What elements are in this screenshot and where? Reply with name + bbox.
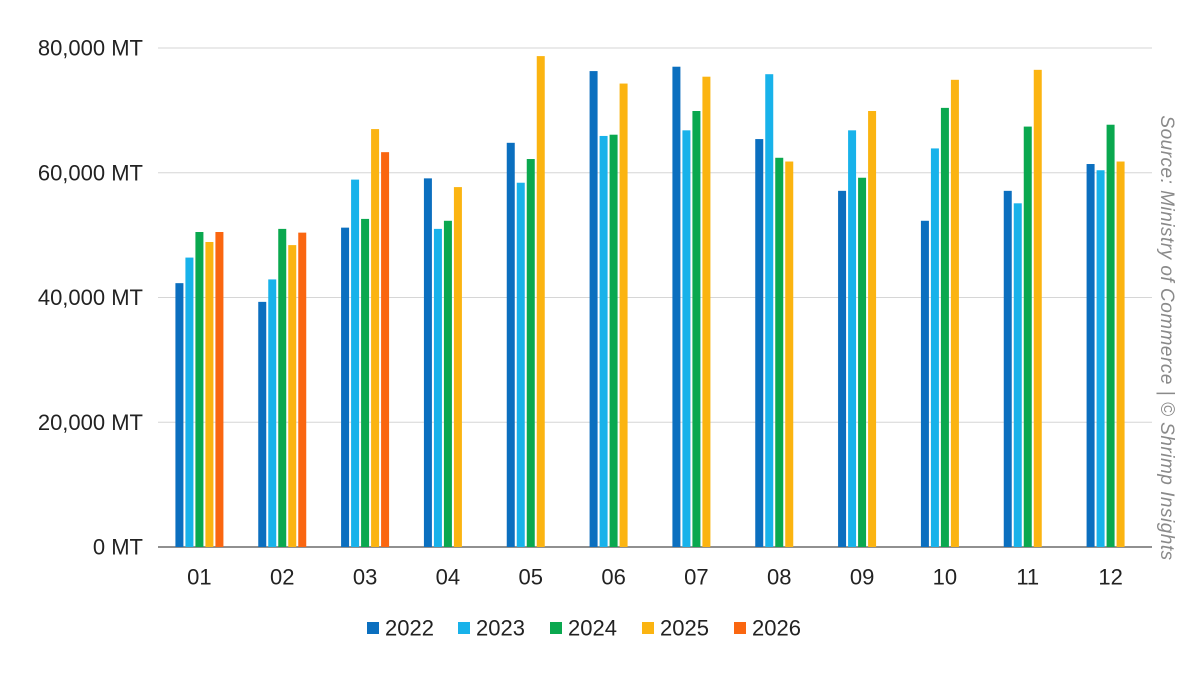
bar — [195, 232, 204, 547]
bar — [175, 283, 184, 547]
bar — [536, 56, 545, 547]
bar — [868, 110, 877, 547]
bar — [950, 79, 959, 547]
legend-label: 2022 — [385, 616, 434, 641]
bar — [940, 107, 949, 547]
bar — [599, 135, 608, 548]
bar — [702, 76, 711, 547]
x-tick-label: 04 — [436, 565, 460, 590]
bar — [692, 110, 701, 547]
bar — [755, 139, 764, 547]
legend-label: 2023 — [476, 616, 525, 641]
x-tick-label: 09 — [850, 565, 874, 590]
legend-swatch — [458, 622, 470, 634]
y-tick-label: 0 MT — [93, 535, 143, 560]
bar — [858, 177, 867, 548]
bar — [453, 187, 462, 547]
x-tick-label: 07 — [684, 565, 708, 590]
bar — [775, 157, 784, 547]
bar — [589, 71, 598, 548]
x-tick-label: 06 — [601, 565, 625, 590]
bar — [1086, 164, 1095, 547]
legend-label: 2025 — [660, 616, 709, 641]
y-tick-label: 40,000 MT — [38, 285, 143, 310]
bar — [205, 241, 214, 547]
bar — [1023, 126, 1032, 547]
bar — [298, 232, 307, 547]
bar — [1013, 203, 1022, 547]
x-tick-label: 08 — [767, 565, 791, 590]
bar — [1116, 161, 1125, 547]
bar — [1106, 124, 1115, 547]
bar — [516, 182, 525, 548]
x-tick-label: 02 — [270, 565, 294, 590]
bar — [341, 227, 350, 547]
legend-label: 2024 — [568, 616, 617, 641]
legend-swatch — [550, 622, 562, 634]
bar — [930, 148, 939, 547]
bar — [443, 220, 452, 547]
bar — [506, 142, 515, 547]
bar — [619, 83, 628, 548]
bar — [433, 228, 442, 547]
x-tick-label: 10 — [933, 565, 957, 590]
bar — [381, 152, 390, 547]
bar — [351, 179, 360, 547]
bar — [215, 232, 224, 547]
bar — [268, 279, 277, 547]
x-tick-label: 01 — [187, 565, 211, 590]
legend: 2022 2023 2024 2025 2026 — [367, 616, 801, 641]
legend-swatch — [642, 622, 654, 634]
bar — [672, 66, 681, 548]
bar — [1033, 69, 1042, 548]
bar — [682, 130, 691, 547]
x-tick-label: 05 — [519, 565, 543, 590]
y-tick-label: 20,000 MT — [38, 410, 143, 435]
bar — [288, 245, 297, 548]
bar — [278, 228, 287, 547]
bar — [848, 130, 857, 547]
bar — [838, 190, 847, 547]
x-tick-label: 03 — [353, 565, 377, 590]
gridlines — [158, 47, 1152, 548]
bar — [609, 134, 618, 548]
y-axis-ticks: 0 MT 20,000 MT 40,000 MT 60,000 MT 80,000 MT — [38, 36, 143, 560]
legend-label: 2026 — [752, 616, 801, 641]
bar — [185, 257, 194, 547]
bar — [765, 74, 774, 547]
y-tick-label: 60,000 MT — [38, 160, 143, 185]
bar — [258, 301, 267, 547]
bar — [371, 129, 380, 547]
x-axis-ticks: 01 02 03 04 05 06 07 08 09 10 11 12 — [187, 565, 1123, 590]
bar — [361, 218, 370, 547]
bar — [526, 159, 535, 547]
legend-swatch — [734, 622, 746, 634]
legend-swatch — [367, 622, 379, 634]
bar — [1003, 190, 1012, 547]
y-tick-label: 80,000 MT — [38, 36, 143, 61]
bar — [423, 178, 432, 547]
bar — [785, 161, 794, 547]
bar — [920, 220, 929, 547]
bars — [175, 56, 1125, 548]
bar — [1096, 170, 1105, 547]
x-tick-label: 12 — [1098, 565, 1122, 590]
source-note: Source: Ministry of Commerce | © Shrimp … — [1156, 115, 1177, 560]
x-tick-label: 11 — [1016, 565, 1039, 590]
